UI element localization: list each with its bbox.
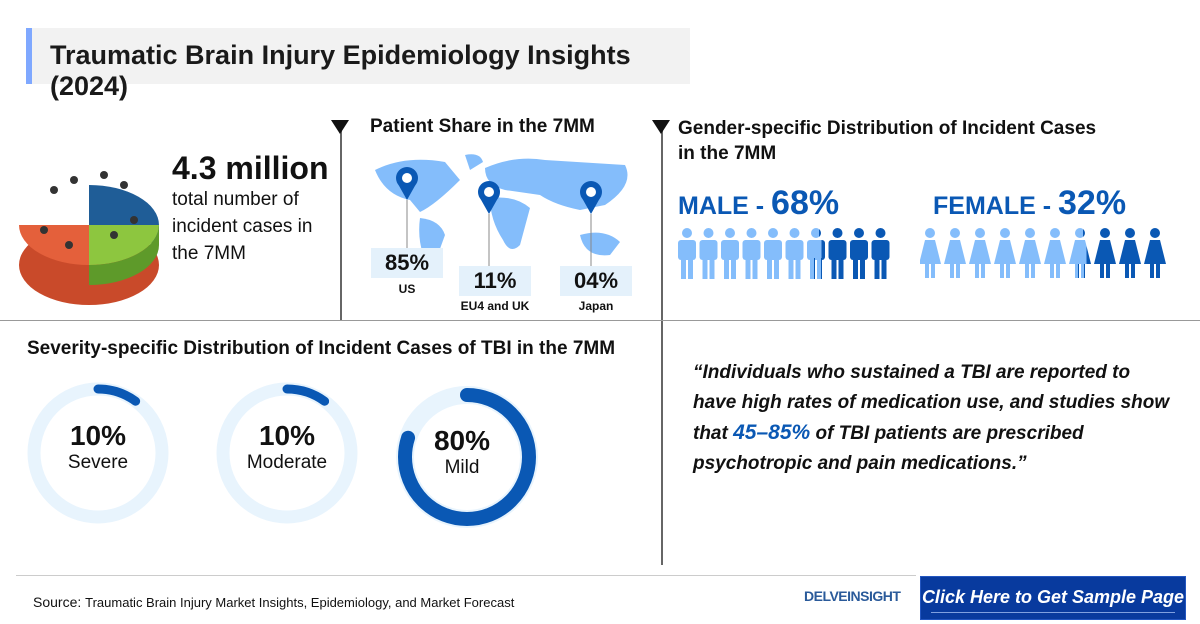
divider: [16, 575, 916, 576]
female-figure-icon: [1144, 228, 1166, 278]
male-figure-icon: [807, 228, 825, 279]
female-share: FEMALE - 32%: [933, 184, 1127, 222]
gender-heading: Gender-specific Distribution of Incident…: [678, 118, 1097, 164]
location-pin-icon: [478, 181, 500, 268]
region-eu4-uk: 11% EU4 and UK: [459, 266, 531, 313]
region-label: Japan: [578, 299, 614, 313]
male-figure-icon: [871, 228, 890, 279]
region-label: EU4 and UK: [460, 299, 530, 313]
severity-donuts: [27, 382, 538, 528]
severity-moderate: 10% Moderate: [246, 420, 328, 473]
donut-arc-mild: [398, 388, 536, 526]
female-figure-icon: [920, 228, 941, 278]
incidence-value: 4.3 million: [172, 150, 329, 186]
severity-severe: 10% Severe: [67, 420, 129, 473]
male-pct: 68%: [771, 184, 840, 222]
female-figure-icon: [1044, 228, 1066, 278]
male-share: MALE - 68%: [678, 184, 840, 222]
region-label: US: [398, 282, 416, 296]
location-pin-icon: [580, 181, 602, 268]
male-figure-icon: [828, 228, 847, 279]
divider: [0, 320, 1200, 321]
female-figure-icon: [1019, 228, 1041, 278]
severity-heading: Severity-specific Distribution of Incide…: [27, 338, 616, 359]
female-figure-icon: [944, 228, 966, 278]
male-figure-icon: [699, 228, 718, 279]
triangle-marker-icon: [652, 120, 670, 134]
male-figure-icon: [742, 228, 761, 279]
title-banner: Traumatic Brain Injury Epidemiology Insi…: [26, 28, 690, 101]
divider: [661, 125, 663, 565]
patient-share-heading: Patient Share in the 7MM: [370, 116, 595, 137]
donut-arc-severe: [29, 384, 167, 522]
male-figure-icon: [785, 228, 804, 279]
male-figure-icon: [850, 228, 868, 279]
delveinsight-logo: DELVEINSIGHT: [804, 588, 901, 604]
location-pin-icon: [396, 167, 418, 248]
page-title: Traumatic Brain Injury Epidemiology Insi…: [50, 40, 631, 101]
male-figure-icon: [764, 228, 782, 279]
male-figure-icon: [678, 228, 696, 279]
region-pct: 04%: [560, 266, 632, 296]
female-pct: 32%: [1058, 184, 1127, 222]
female-figure-icon: [994, 228, 1016, 278]
people-pie-illustration: [19, 171, 159, 305]
region-japan: 04% Japan: [560, 266, 632, 313]
region-pct: 85%: [371, 248, 443, 278]
female-icon-row: [920, 228, 1166, 278]
female-figure-icon: [969, 228, 991, 278]
triangle-marker-icon: [331, 120, 349, 134]
male-icon-row: [678, 228, 890, 279]
incidence-description: total number of incident cases in the 7M…: [172, 189, 313, 264]
region-pct: 11%: [459, 266, 531, 296]
female-figure-icon: [1119, 228, 1141, 278]
male-figure-icon: [721, 228, 739, 279]
quote: “Individuals who sustained a TBI are rep…: [693, 362, 1170, 474]
severity-mild: 80% Mild: [433, 425, 491, 478]
divider: [340, 125, 342, 320]
world-map: [375, 154, 628, 268]
quote-highlight: 45–85%: [733, 421, 811, 444]
region-us: 85% US: [371, 248, 443, 296]
source: Source: Traumatic Brain Injury Market In…: [33, 594, 515, 610]
get-sample-page-button[interactable]: Click Here to Get Sample Page: [920, 576, 1186, 620]
female-figure-icon: [1069, 228, 1091, 278]
female-figure-icon: [1094, 228, 1116, 278]
donut-arc-moderate: [218, 384, 356, 522]
